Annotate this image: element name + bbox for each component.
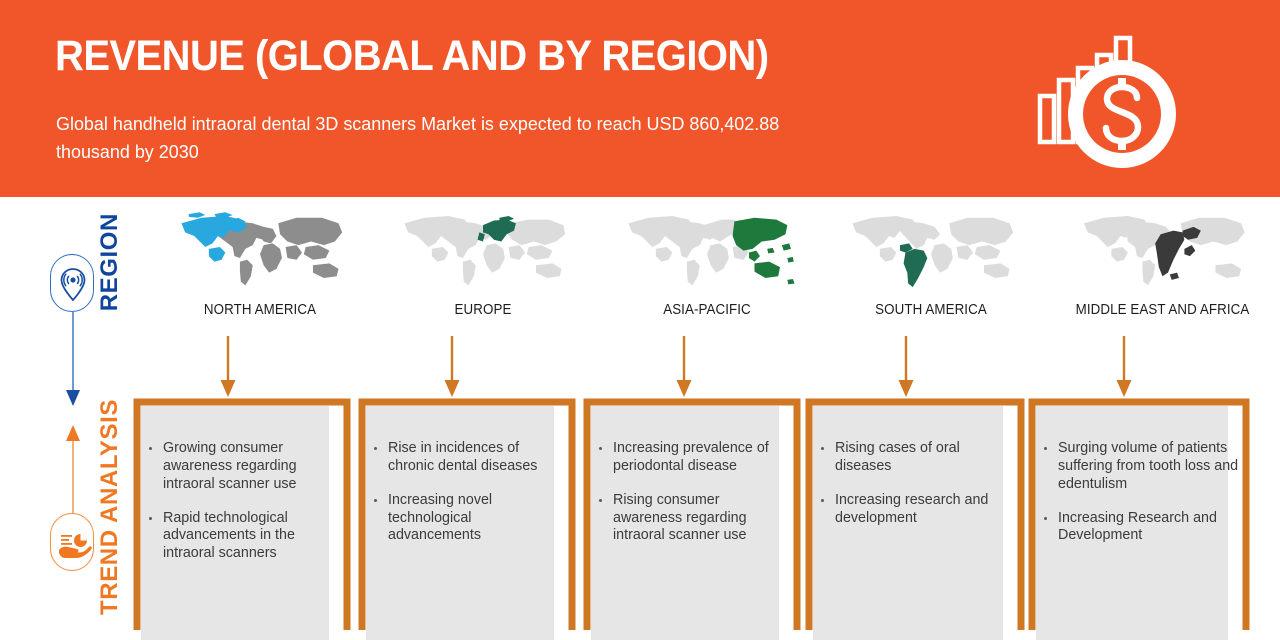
trend-card-body bbox=[1036, 406, 1228, 640]
bracket-frame bbox=[583, 398, 801, 630]
trend-point: Increasing novel technological advanceme… bbox=[372, 492, 566, 546]
region-col-middle-east-africa[interactable]: MIDDLE EAST AND AFRICA bbox=[1055, 205, 1270, 318]
connector-arrow-middle-east-africa bbox=[1116, 336, 1132, 397]
trend-point: Rising cases of oral diseases bbox=[819, 440, 1015, 476]
region-label: EUROPE bbox=[454, 302, 512, 318]
trend-card-body bbox=[141, 406, 329, 640]
trend-analysis-row: Growing consumer awareness regarding int… bbox=[0, 398, 1280, 640]
trend-point: Rapid technological advancements in the … bbox=[147, 510, 341, 564]
connector-arrow-north-america bbox=[220, 336, 236, 397]
region-down-arrow-icon bbox=[66, 312, 80, 406]
left-rail: REGION TREND ANALYSIS bbox=[0, 197, 140, 640]
connector-arrow-south-america bbox=[898, 336, 914, 397]
trend-point: Increasing prevalence of periodontal dis… bbox=[597, 440, 791, 476]
trend-point: Rising consumer awareness regarding intr… bbox=[597, 492, 791, 546]
header-banner: REVENUE (GLOBAL AND BY REGION) Global ha… bbox=[0, 0, 1280, 197]
region-col-south-america[interactable]: SOUTH AMERICA bbox=[836, 205, 1026, 318]
trend-point-list: Surging volume of patients suffering fro… bbox=[1042, 440, 1240, 561]
connector-arrow-europe bbox=[444, 336, 460, 397]
bracket-frame bbox=[133, 398, 351, 630]
region-col-north-america[interactable]: NORTH AMERICA bbox=[165, 205, 355, 318]
world-map-south-america-highlight bbox=[852, 215, 1014, 288]
trend-card-body bbox=[591, 406, 779, 640]
trend-icon-badge bbox=[50, 513, 94, 571]
trend-card-europe[interactable]: Rise in incidences of chronic dental dis… bbox=[358, 398, 576, 640]
region-label: MIDDLE EAST AND AFRICA bbox=[1075, 302, 1250, 318]
trend-card-middle-east-africa[interactable]: Surging volume of patients suffering fro… bbox=[1028, 398, 1250, 640]
location-pin-signal-icon bbox=[60, 268, 86, 302]
trend-card-body bbox=[366, 406, 554, 640]
world-map-north-america-highlight bbox=[181, 212, 343, 286]
trend-up-arrow-icon bbox=[66, 425, 80, 515]
bracket-frame bbox=[805, 398, 1025, 630]
trend-point: Growing consumer awareness regarding int… bbox=[147, 440, 341, 494]
trend-card-north-america[interactable]: Growing consumer awareness regarding int… bbox=[133, 398, 351, 640]
trend-point: Surging volume of patients suffering fro… bbox=[1042, 440, 1240, 494]
world-map-asia-pacific-highlight bbox=[628, 215, 795, 286]
trend-point-list: Rising cases of oral diseases Increasing… bbox=[819, 440, 1015, 543]
world-map-europe-highlight bbox=[404, 215, 566, 286]
world-map-middle-east-africa-highlight bbox=[1083, 215, 1245, 286]
bracket-frame bbox=[358, 398, 576, 630]
trend-card-body bbox=[813, 406, 1003, 640]
bar-chart-dollar-icon bbox=[1037, 35, 1176, 168]
region-col-asia-pacific[interactable]: ASIA-PACIFIC bbox=[612, 205, 802, 318]
region-icon-badge bbox=[50, 254, 94, 312]
trend-point-list: Growing consumer awareness regarding int… bbox=[147, 440, 341, 579]
region-label: ASIA-PACIFIC bbox=[663, 302, 751, 318]
region-label: NORTH AMERICA bbox=[203, 302, 317, 318]
rail-label-region: REGION bbox=[96, 213, 123, 312]
region-row: NORTH AMERICA bbox=[140, 205, 1280, 330]
trend-point: Rise in incidences of chronic dental dis… bbox=[372, 440, 566, 476]
bracket-frame bbox=[1028, 398, 1250, 630]
page-title: REVENUE (GLOBAL AND BY REGION) bbox=[55, 32, 769, 80]
trend-point-list: Increasing prevalence of periodontal dis… bbox=[597, 440, 791, 561]
trend-point: Increasing Research and Development bbox=[1042, 510, 1240, 546]
region-col-europe[interactable]: EUROPE bbox=[388, 205, 578, 318]
trend-card-south-america[interactable]: Rising cases of oral diseases Increasing… bbox=[805, 398, 1025, 640]
connector-arrow-asia-pacific bbox=[676, 336, 692, 397]
region-label: SOUTH AMERICA bbox=[875, 302, 987, 318]
hand-holding-chart-icon bbox=[59, 534, 92, 558]
trend-point-list: Rise in incidences of chronic dental dis… bbox=[372, 440, 566, 561]
trend-card-asia-pacific[interactable]: Increasing prevalence of periodontal dis… bbox=[583, 398, 801, 640]
header-subtitle: Global handheld intraoral dental 3D scan… bbox=[56, 113, 780, 163]
trend-point: Increasing research and development bbox=[819, 492, 1015, 528]
